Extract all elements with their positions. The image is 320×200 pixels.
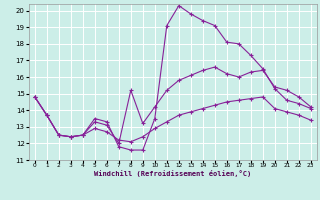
X-axis label: Windchill (Refroidissement éolien,°C): Windchill (Refroidissement éolien,°C): [94, 170, 252, 177]
